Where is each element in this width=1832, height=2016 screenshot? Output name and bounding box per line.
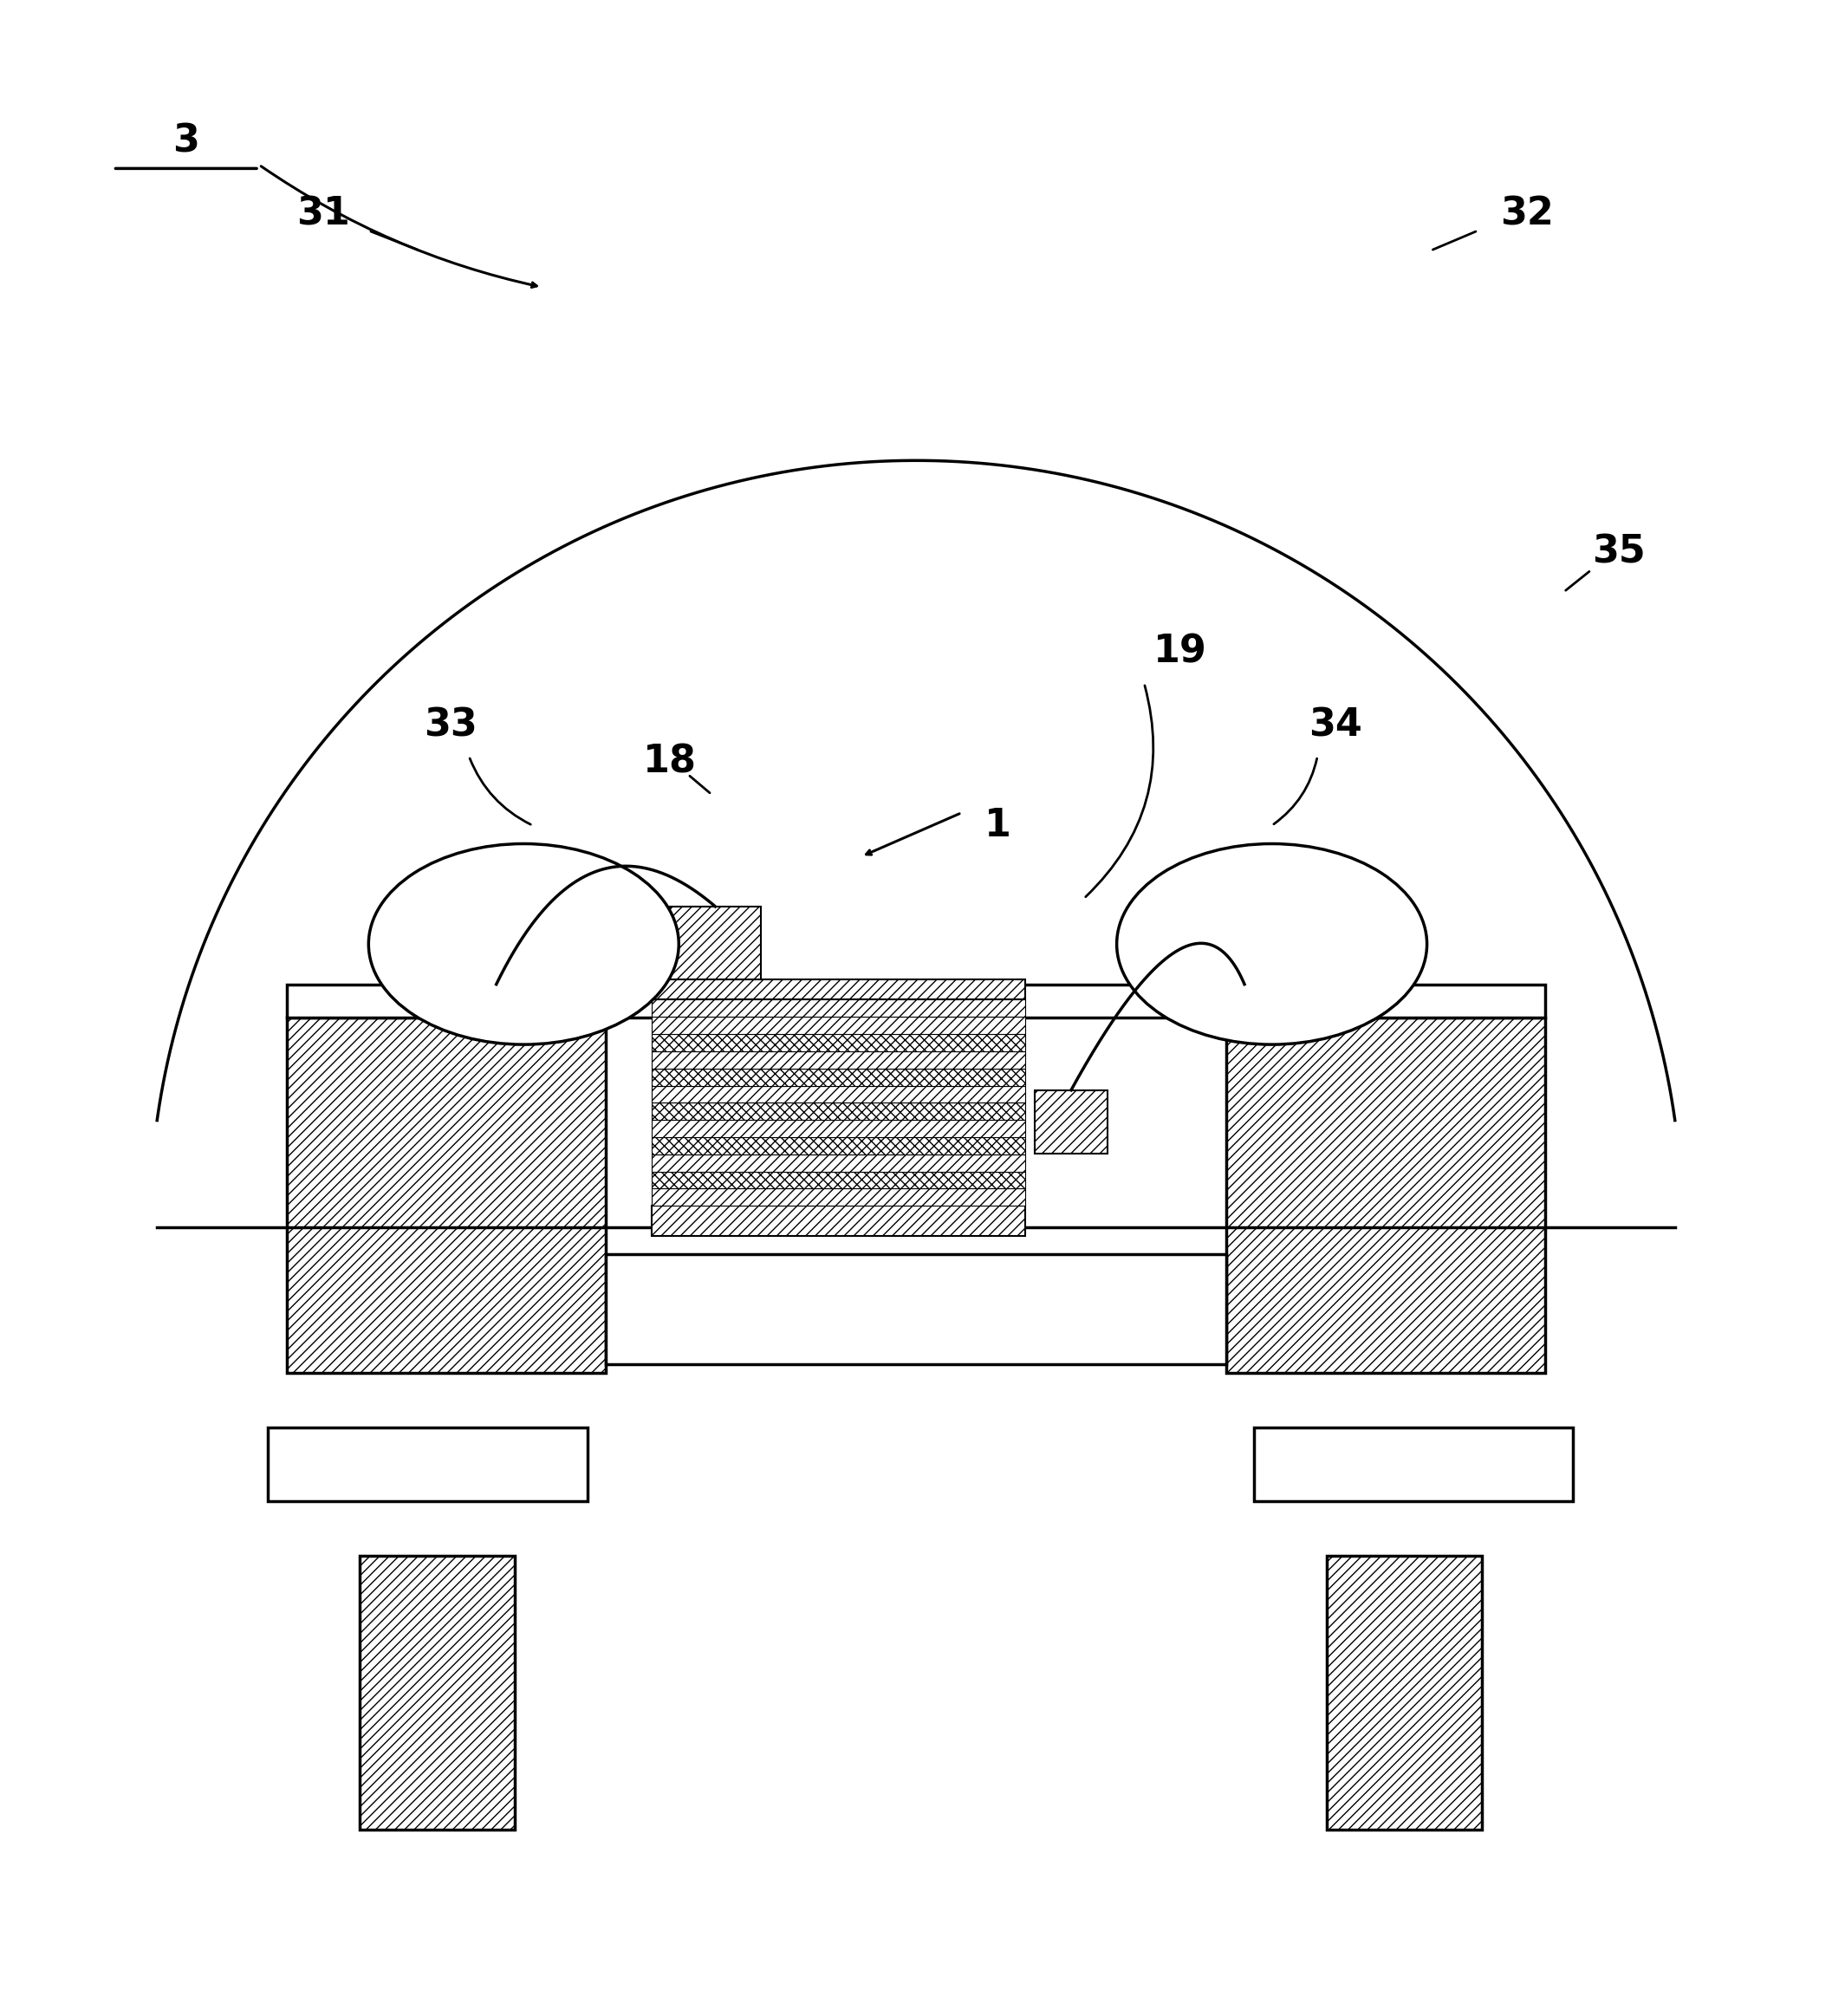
Bar xyxy=(652,1137,1026,1155)
Text: 3: 3 xyxy=(172,123,200,159)
Bar xyxy=(652,1000,1026,1016)
Bar xyxy=(652,1050,1026,1068)
Bar xyxy=(652,1189,1026,1206)
Text: 35: 35 xyxy=(1592,532,1645,571)
Bar xyxy=(606,1254,1226,1365)
Bar xyxy=(652,1068,1026,1085)
Bar xyxy=(1253,1427,1574,1500)
Bar xyxy=(652,1155,1026,1171)
Bar xyxy=(359,1556,515,1829)
Text: 33: 33 xyxy=(423,706,478,744)
Ellipse shape xyxy=(368,845,680,1044)
Polygon shape xyxy=(1226,1018,1546,1373)
Text: 32: 32 xyxy=(1500,196,1554,232)
Bar xyxy=(652,1171,1026,1189)
Bar xyxy=(1326,1556,1482,1829)
Bar xyxy=(652,1121,1026,1137)
Bar xyxy=(652,980,1026,1000)
Polygon shape xyxy=(286,1018,606,1373)
Bar xyxy=(652,1016,1026,1034)
Bar xyxy=(1035,1091,1108,1153)
Text: 1: 1 xyxy=(984,806,1011,845)
Bar xyxy=(652,1034,1026,1050)
Bar xyxy=(652,1085,1026,1103)
Text: 18: 18 xyxy=(643,744,696,780)
Bar xyxy=(652,1103,1026,1121)
Bar xyxy=(652,1206,1026,1236)
Text: 31: 31 xyxy=(297,196,350,232)
Bar xyxy=(671,907,760,980)
Text: 19: 19 xyxy=(1154,633,1207,671)
Bar xyxy=(286,984,1546,1018)
Text: 34: 34 xyxy=(1308,706,1363,744)
Bar xyxy=(267,1427,588,1500)
Ellipse shape xyxy=(1118,845,1427,1044)
